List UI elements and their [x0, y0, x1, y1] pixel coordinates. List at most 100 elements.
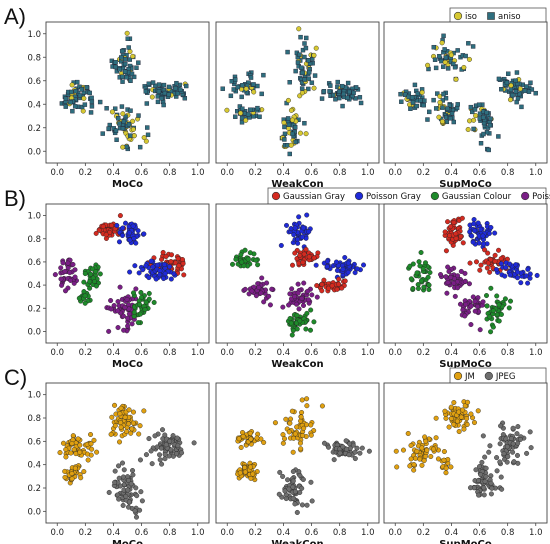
scatter-panel-weakcon: 0.0 0.2 0.4 0.6 0.8 1.0 WeakCon: [215, 203, 380, 370]
data-point: [443, 415, 449, 421]
y-tick-label: 0.8: [27, 53, 41, 63]
data-point: [304, 310, 310, 316]
data-point: [119, 104, 125, 109]
data-point: [321, 89, 327, 94]
data-point: [354, 266, 360, 272]
data-point: [290, 468, 296, 474]
data-point: [292, 431, 298, 437]
data-point: [524, 84, 529, 89]
data-point: [333, 259, 339, 265]
data-point: [345, 80, 351, 86]
data-point: [475, 304, 481, 310]
data-point: [481, 485, 487, 491]
legend-marker: [521, 191, 530, 201]
data-point: [414, 270, 420, 276]
x-axis-title: SupMoCo: [439, 359, 492, 370]
data-point: [504, 80, 510, 86]
data-point: [167, 264, 173, 270]
data-point: [422, 260, 428, 266]
data-point: [77, 84, 82, 90]
data-point: [140, 267, 146, 273]
x-tick-label: 0.6: [305, 168, 319, 178]
data-point: [296, 260, 302, 266]
data-point: [124, 144, 129, 150]
data-point: [494, 312, 500, 318]
row-letter: A): [4, 4, 26, 29]
data-point: [458, 268, 464, 274]
data-point: [337, 95, 342, 101]
data-point: [163, 253, 169, 259]
data-point: [84, 85, 90, 90]
data-point: [123, 220, 129, 226]
data-point: [457, 301, 463, 307]
data-point: [485, 250, 491, 256]
y-tick-label: 0.2: [27, 124, 41, 134]
data-point: [269, 286, 275, 292]
data-point: [87, 90, 92, 96]
data-point: [121, 119, 127, 124]
data-point: [451, 219, 457, 225]
data-point: [127, 133, 133, 138]
data-point: [146, 296, 152, 302]
x-tick-label: 0.8: [163, 348, 177, 358]
data-point: [131, 309, 137, 315]
data-point: [309, 80, 315, 85]
data-point: [336, 276, 342, 282]
data-point: [478, 141, 484, 146]
data-point: [471, 117, 477, 123]
data-point: [477, 327, 483, 333]
data-point: [113, 128, 119, 133]
data-point: [431, 446, 437, 452]
data-point: [304, 396, 310, 402]
y-tick-label: 0.0: [27, 327, 41, 337]
data-point: [93, 230, 99, 236]
data-point: [239, 259, 245, 265]
scatter-panel-weakcon: 0.0 0.2 0.4 0.6 0.8 1.0 WeakCon: [215, 382, 380, 544]
data-point: [340, 83, 345, 89]
data-point: [302, 77, 307, 82]
data-point: [292, 294, 298, 300]
data-point: [424, 447, 430, 453]
data-point: [250, 471, 256, 477]
data-point: [415, 282, 421, 288]
data-point: [455, 273, 461, 279]
data-point: [514, 275, 520, 281]
data-point: [243, 117, 249, 123]
x-axis-title: SupMoCo: [439, 539, 492, 544]
data-point: [497, 459, 503, 465]
data-point: [81, 95, 87, 101]
data-point: [162, 271, 168, 277]
data-point: [125, 36, 130, 41]
data-point: [314, 294, 320, 300]
data-point: [72, 274, 78, 280]
data-point: [298, 414, 304, 420]
data-point: [526, 89, 532, 94]
scatter-panel-moco: 0.0 0.2 0.4 0.6 0.8 1.0 0.0 0.2 0.4 0.6 0.8 1.0 MoCo: [27, 21, 210, 190]
data-point: [163, 442, 169, 448]
y-tick-label: 1.0: [27, 212, 41, 222]
legend-label: Poisson Colour: [532, 192, 550, 202]
data-point: [476, 477, 482, 483]
data-point: [135, 228, 141, 234]
legend-label: aniso: [498, 12, 521, 22]
data-point: [325, 444, 331, 450]
data-point: [148, 258, 154, 264]
data-point: [104, 106, 109, 111]
data-point: [285, 49, 290, 55]
data-point: [146, 290, 152, 296]
data-point: [88, 441, 94, 447]
data-point: [334, 286, 340, 292]
data-point: [306, 69, 312, 75]
data-point: [441, 64, 446, 69]
data-point: [308, 422, 314, 428]
x-tick-label: 0.4: [107, 168, 121, 178]
data-point: [297, 473, 303, 479]
data-point: [470, 239, 476, 245]
x-tick-label: 1.0: [191, 168, 205, 178]
data-point: [143, 89, 149, 94]
data-point: [443, 470, 449, 476]
x-tick-label: 0.2: [249, 528, 263, 538]
data-point: [112, 402, 118, 408]
data-point: [462, 403, 468, 409]
data-point: [58, 276, 64, 282]
